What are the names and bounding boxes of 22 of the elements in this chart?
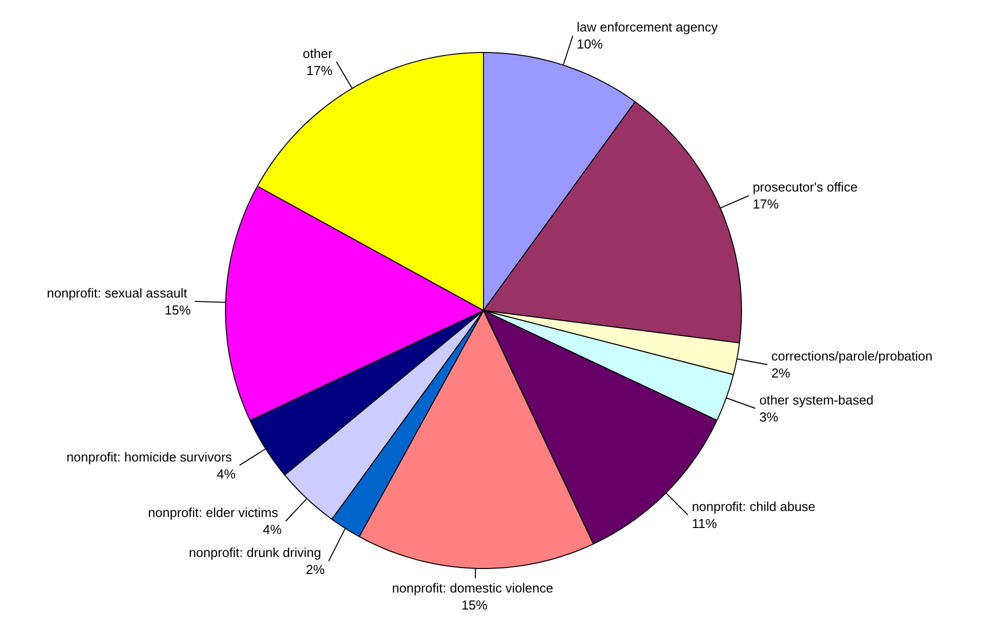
- slice-label: corrections/parole/probation: [771, 348, 932, 364]
- slice-label: prosecutor's office: [752, 180, 858, 195]
- data-label: 3%: [759, 409, 779, 424]
- slice-label: other: [302, 46, 334, 61]
- data-label: 15%: [461, 597, 488, 612]
- data-label: 4%: [216, 466, 236, 482]
- data-label: 17%: [306, 62, 333, 78]
- data-label: 10%: [576, 36, 604, 52]
- data-label: 15%: [164, 302, 192, 318]
- data-label: 17%: [752, 196, 780, 212]
- slice-label: law enforcement agency: [576, 20, 718, 35]
- data-label: 2%: [771, 366, 791, 381]
- slice-label: nonprofit: domestic violence: [392, 580, 554, 596]
- slice-label: nonprofit: child abuse: [692, 498, 816, 514]
- data-label: 2%: [306, 562, 326, 578]
- data-label: 11%: [692, 516, 718, 531]
- slice-label: nonprofit: homicide survivors: [66, 449, 232, 464]
- slice-label: nonprofit: drunk driving: [188, 545, 322, 560]
- slice-label: nonprofit: sexual assault: [46, 285, 188, 300]
- data-label: 4%: [262, 522, 282, 538]
- slice-label: nonprofit: elder victims: [148, 505, 279, 520]
- slice-label: other system-based: [759, 392, 874, 408]
